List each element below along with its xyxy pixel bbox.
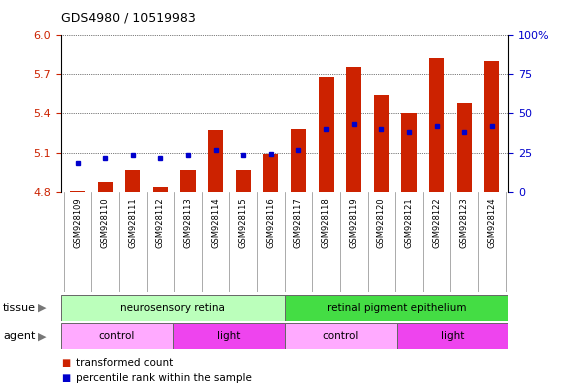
Bar [208,130,223,192]
Text: light: light [441,331,464,341]
Bar [173,323,285,349]
Bar [153,187,168,192]
Text: GSM928111: GSM928111 [128,197,137,248]
Text: transformed count: transformed count [76,358,173,368]
Bar [397,323,508,349]
Bar [429,58,444,192]
Text: control: control [99,331,135,341]
Bar [484,61,500,192]
Text: GSM928124: GSM928124 [487,197,496,248]
Text: GSM928113: GSM928113 [184,197,192,248]
Bar [374,95,389,192]
Bar [346,67,361,192]
Text: tissue: tissue [3,303,36,313]
Text: GSM928117: GSM928117 [294,197,303,248]
Text: GSM928116: GSM928116 [266,197,275,248]
Text: ■: ■ [61,358,70,368]
Text: agent: agent [3,331,35,341]
Bar [401,113,417,192]
Text: percentile rank within the sample: percentile rank within the sample [76,373,252,383]
Text: GSM928120: GSM928120 [377,197,386,248]
Bar [457,103,472,192]
Bar [263,154,278,192]
Text: GSM928115: GSM928115 [239,197,248,248]
Text: GSM928118: GSM928118 [322,197,331,248]
Text: ▶: ▶ [38,331,46,341]
Bar [181,170,196,192]
Text: GSM928123: GSM928123 [460,197,469,248]
Bar [61,295,285,321]
Text: GSM928121: GSM928121 [404,197,414,248]
Text: neurosensory retina: neurosensory retina [120,303,225,313]
Text: GSM928112: GSM928112 [156,197,165,248]
Bar [98,182,113,192]
Text: retinal pigment epithelium: retinal pigment epithelium [327,303,467,313]
Bar [285,295,508,321]
Text: GSM928119: GSM928119 [349,197,358,248]
Text: GSM928122: GSM928122 [432,197,441,248]
Bar [285,323,397,349]
Text: control: control [322,331,359,341]
Text: ■: ■ [61,373,70,383]
Text: GSM928110: GSM928110 [101,197,110,248]
Bar [125,170,141,192]
Bar [61,323,173,349]
Text: light: light [217,331,241,341]
Bar [236,170,251,192]
Bar [291,129,306,192]
Text: GSM928114: GSM928114 [211,197,220,248]
Text: GDS4980 / 10519983: GDS4980 / 10519983 [61,12,196,25]
Text: ▶: ▶ [38,303,46,313]
Bar [70,191,85,192]
Bar [318,76,333,192]
Text: GSM928109: GSM928109 [73,197,82,248]
